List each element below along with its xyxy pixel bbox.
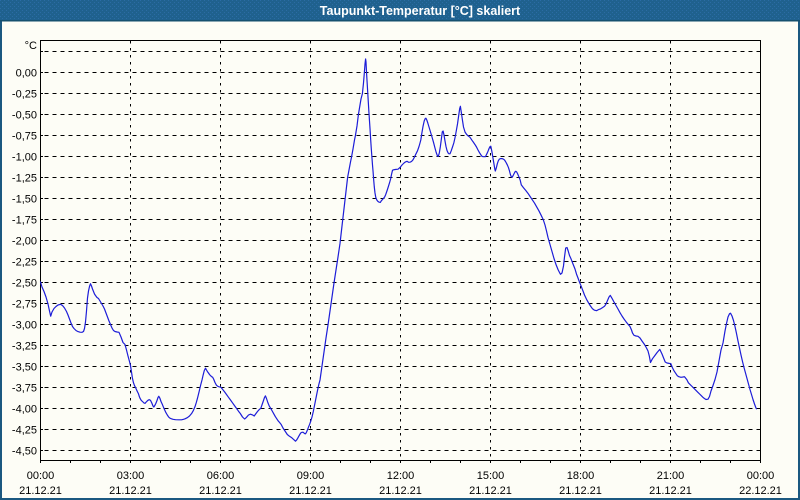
svg-text:-1,00: -1,00	[12, 152, 37, 164]
svg-text:-4,25: -4,25	[12, 425, 37, 437]
svg-text:12:00: 12:00	[387, 470, 415, 482]
svg-text:21.12.21: 21.12.21	[379, 485, 422, 497]
svg-text:21:00: 21:00	[657, 470, 685, 482]
svg-text:0,00: 0,00	[16, 68, 37, 80]
svg-text:-3,25: -3,25	[12, 341, 37, 353]
svg-text:-1,50: -1,50	[12, 194, 37, 206]
svg-text:15:00: 15:00	[477, 470, 505, 482]
svg-text:21.12.21: 21.12.21	[109, 485, 152, 497]
svg-text:09:00: 09:00	[297, 470, 325, 482]
svg-text:Taupunkt-Temperatur [°C] skali: Taupunkt-Temperatur [°C] skaliert	[320, 4, 521, 18]
svg-text:18:00: 18:00	[567, 470, 595, 482]
svg-text:21.12.21: 21.12.21	[559, 485, 602, 497]
svg-text:00:00: 00:00	[747, 470, 775, 482]
svg-text:-3,00: -3,00	[12, 320, 37, 332]
svg-text:-4,00: -4,00	[12, 404, 37, 416]
svg-text:21.12.21: 21.12.21	[469, 485, 512, 497]
svg-text:-2,25: -2,25	[12, 257, 37, 269]
svg-text:-3,75: -3,75	[12, 383, 37, 395]
svg-text:-0,75: -0,75	[12, 131, 37, 143]
svg-text:-3,50: -3,50	[12, 362, 37, 374]
svg-text:-1,75: -1,75	[12, 215, 37, 227]
svg-text:06:00: 06:00	[207, 470, 235, 482]
svg-text:21.12.21: 21.12.21	[649, 485, 692, 497]
svg-text:-4,50: -4,50	[12, 446, 37, 458]
svg-text:-2,75: -2,75	[12, 299, 37, 311]
svg-text:21.12.21: 21.12.21	[199, 485, 242, 497]
svg-text:-2,00: -2,00	[12, 236, 37, 248]
svg-text:03:00: 03:00	[117, 470, 145, 482]
svg-text:21.12.21: 21.12.21	[289, 485, 332, 497]
svg-text:-1,25: -1,25	[12, 173, 37, 185]
svg-text:°C: °C	[25, 40, 37, 52]
svg-text:-0,50: -0,50	[12, 110, 37, 122]
svg-text:21.12.21: 21.12.21	[19, 485, 62, 497]
svg-text:00:00: 00:00	[27, 470, 55, 482]
svg-text:22.12.21: 22.12.21	[739, 485, 782, 497]
svg-text:-2,50: -2,50	[12, 278, 37, 290]
svg-text:-0,25: -0,25	[12, 89, 37, 101]
